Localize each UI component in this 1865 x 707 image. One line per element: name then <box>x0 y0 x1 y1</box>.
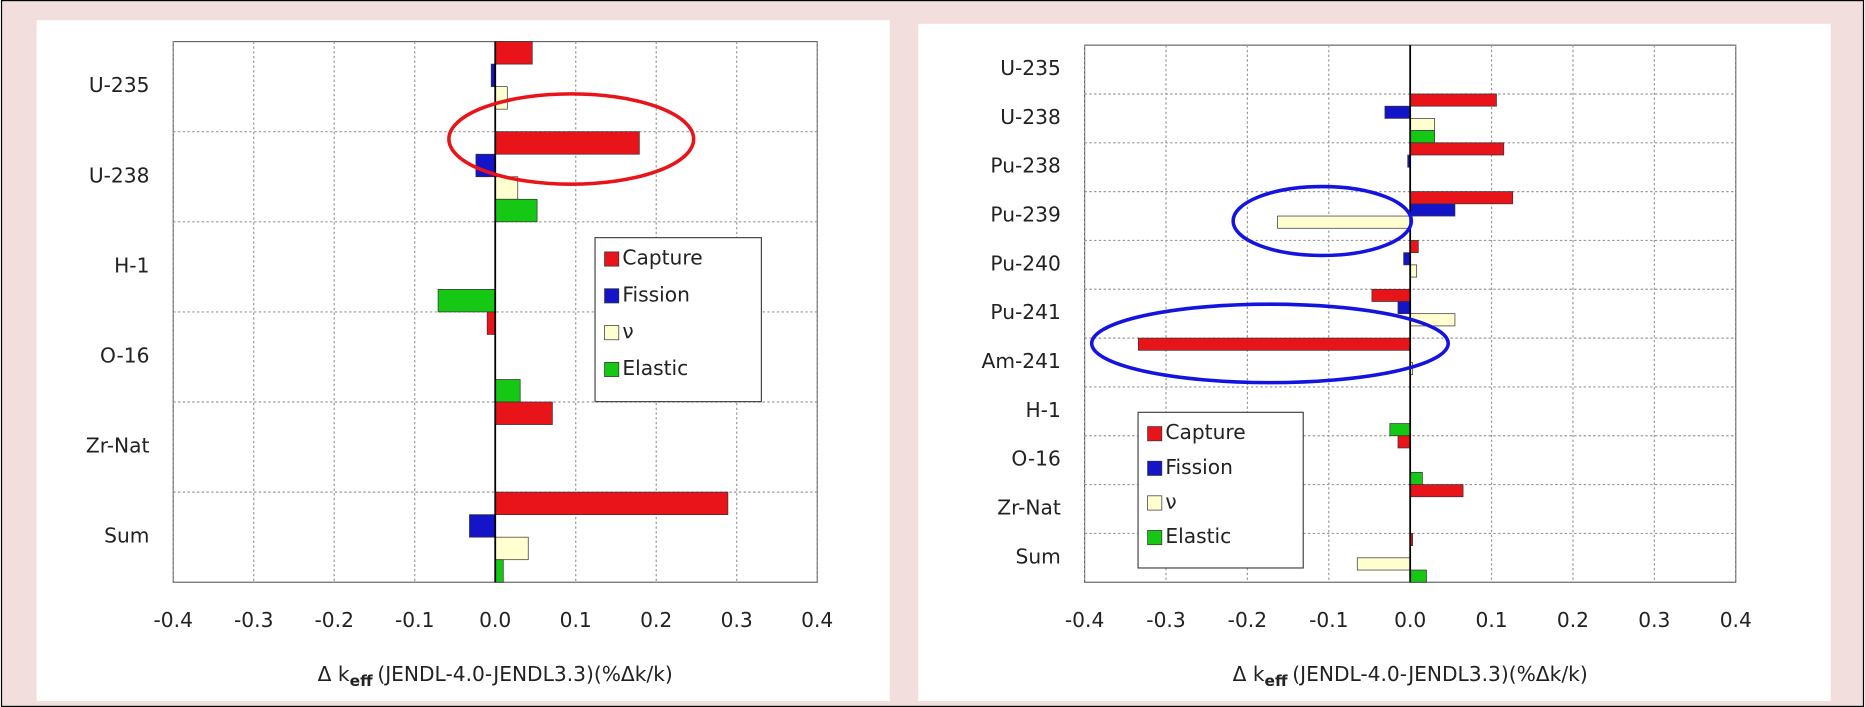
bar <box>1409 264 1418 278</box>
bar <box>1409 130 1435 144</box>
x-tick-label: -0.4 <box>1065 608 1104 632</box>
x-axis-label-text: (JENDL-4.0-JENDL3.3)(%Δk/k) <box>1292 661 1587 685</box>
x-tick-label: 0.2 <box>1557 608 1589 632</box>
y-tick-label: Pu-241 <box>990 300 1060 324</box>
bar <box>469 514 496 538</box>
bar <box>1371 288 1411 302</box>
legend-swatch <box>604 325 620 341</box>
y-tick-label: Zr-Nat <box>86 434 150 458</box>
legend <box>1137 411 1304 569</box>
y-tick-label: U-235 <box>1000 56 1061 80</box>
bar <box>1409 93 1497 107</box>
bar <box>437 289 496 313</box>
legend-swatch <box>604 361 620 377</box>
x-tick-label: -0.1 <box>395 608 434 632</box>
legend-swatch <box>1147 460 1163 476</box>
bar <box>1397 301 1411 315</box>
x-tick-label: -0.2 <box>1228 608 1267 632</box>
legend-label: ν <box>622 319 633 343</box>
bar <box>494 536 529 561</box>
x-axis-label-symbol: Δ k <box>1233 661 1265 685</box>
y-tick-label: Pu-238 <box>990 154 1060 178</box>
legend-label: Fission <box>1165 455 1233 479</box>
y-tick-label: Sum <box>1016 544 1061 568</box>
x-tick-label: -0.4 <box>154 608 193 632</box>
y-tick-label: U-238 <box>1000 105 1061 129</box>
bar <box>1137 337 1411 351</box>
x-tick-label: 0.4 <box>1720 608 1752 632</box>
y-tick-label: Sum <box>104 524 149 548</box>
x-axis-label: Δ keff (JENDL-4.0-JENDL3.3)(%Δk/k) <box>318 661 673 689</box>
y-tick-label: U-238 <box>89 163 150 187</box>
highlight-ellipse <box>1231 184 1414 258</box>
x-tick-label: 0.2 <box>640 608 672 632</box>
bar <box>494 131 640 155</box>
bar <box>494 559 504 583</box>
bar <box>486 311 496 335</box>
legend-swatch <box>604 288 620 304</box>
legend-label: ν <box>1165 489 1176 513</box>
bar <box>494 198 538 223</box>
legend-swatch <box>604 251 620 267</box>
y-tick-label: H-1 <box>1026 398 1061 422</box>
bar <box>1409 118 1435 131</box>
x-tick-label: -0.2 <box>315 608 354 632</box>
legend-label: Elastic <box>1165 524 1231 548</box>
bar <box>1409 240 1419 254</box>
legend-label: Capture <box>622 246 702 270</box>
y-tick-label: Zr-Nat <box>997 495 1061 519</box>
x-tick-label: 0.0 <box>479 608 511 632</box>
y-tick-label: O-16 <box>100 343 149 367</box>
bar <box>494 491 729 516</box>
x-tick-label: 0.3 <box>721 608 753 632</box>
x-tick-label: 0.0 <box>1394 608 1426 632</box>
y-tick-label: Pu-240 <box>990 251 1060 275</box>
bar <box>494 401 553 425</box>
x-axis-label-subscript: eff <box>350 671 373 689</box>
bar <box>1277 215 1411 229</box>
y-tick-label: H-1 <box>114 253 149 277</box>
highlight-ellipse <box>447 92 696 186</box>
x-tick-label: -0.3 <box>1146 608 1185 632</box>
bar <box>1409 569 1427 583</box>
x-tick-label: -0.3 <box>234 608 273 632</box>
x-tick-label: 0.1 <box>560 608 592 632</box>
legend-swatch <box>1147 426 1163 442</box>
bar <box>1397 435 1411 449</box>
bar <box>1409 191 1514 205</box>
y-tick-label: O-16 <box>1011 447 1060 471</box>
legend-label: Elastic <box>622 356 688 380</box>
bar <box>1356 557 1411 571</box>
x-tick-label: 0.4 <box>801 608 833 632</box>
bar <box>1409 142 1505 156</box>
bar <box>1409 203 1456 217</box>
legend <box>594 237 762 403</box>
bar <box>1409 472 1423 485</box>
y-tick-label: Pu-239 <box>990 203 1060 227</box>
legend-label: Fission <box>622 282 690 306</box>
x-axis-label-symbol: Δ k <box>318 661 350 685</box>
bar <box>1389 423 1411 437</box>
legend-swatch <box>1147 495 1163 511</box>
legend-swatch <box>1147 530 1163 546</box>
bar <box>494 86 508 110</box>
bar <box>1384 105 1411 119</box>
highlight-ellipse <box>1089 302 1450 385</box>
bar <box>494 379 521 403</box>
bar <box>1409 484 1464 498</box>
bar <box>494 41 533 65</box>
x-axis-label-text: (JENDL-4.0-JENDL3.3)(%Δk/k) <box>377 661 672 685</box>
y-tick-label: U-235 <box>89 73 150 97</box>
bar <box>1403 252 1411 266</box>
x-axis-label: Δ keff (JENDL-4.0-JENDL3.3)(%Δk/k) <box>1233 661 1588 689</box>
x-tick-label: 0.1 <box>1476 608 1508 632</box>
x-tick-label: 0.3 <box>1638 608 1670 632</box>
y-tick-label: Am-241 <box>982 349 1061 373</box>
legend-label: Capture <box>1165 420 1245 444</box>
x-tick-label: -0.1 <box>1309 608 1348 632</box>
x-axis-label-subscript: eff <box>1265 671 1288 689</box>
